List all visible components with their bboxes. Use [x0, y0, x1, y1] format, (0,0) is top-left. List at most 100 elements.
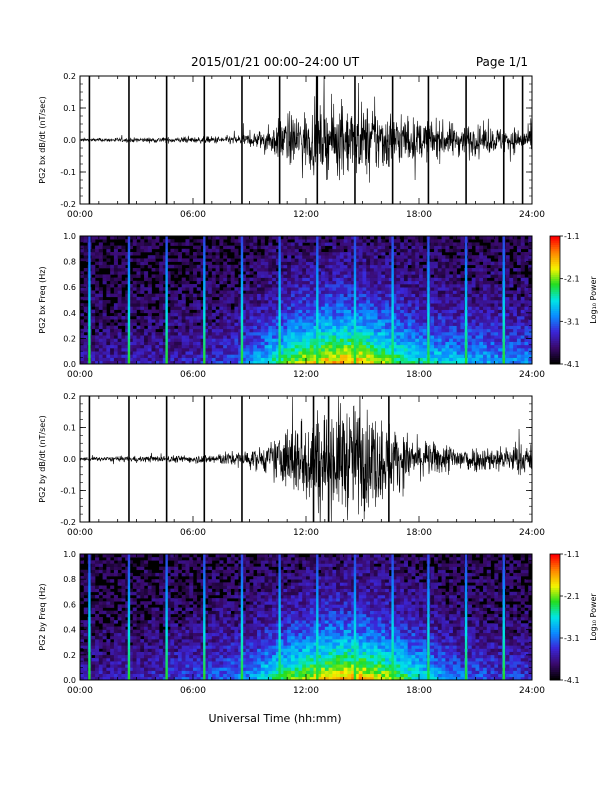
- spectrogram-cell: [302, 357, 307, 362]
- spectrogram-cell: [238, 239, 243, 243]
- spectrogram-cell: [516, 325, 521, 330]
- spectrogram-cell: [298, 303, 303, 307]
- spectrogram-cell: [528, 328, 533, 333]
- spectrogram-cell: [358, 319, 363, 323]
- spectrogram-cell: [351, 309, 356, 314]
- spectrogram-cell: [392, 261, 397, 266]
- spectrogram-spike: [165, 274, 168, 282]
- spectrogram-cell: [437, 255, 442, 259]
- spectrogram-cell: [121, 303, 126, 307]
- spectrogram-cell: [174, 258, 179, 262]
- spectrogram-cell: [494, 316, 499, 320]
- spectrogram-cell: [358, 293, 363, 298]
- spectrogram-cell: [298, 309, 303, 314]
- spectrogram-cell: [388, 293, 393, 298]
- spectrogram-cell: [257, 290, 262, 294]
- spectrogram-cell: [460, 306, 465, 310]
- spectrogram-cell: [302, 287, 307, 291]
- spectrogram-cell: [449, 309, 454, 314]
- spectrogram-cell: [245, 264, 250, 269]
- spectrogram-cell: [407, 280, 412, 285]
- spectrogram-cell: [211, 360, 216, 365]
- spectrogram-cell: [98, 332, 103, 336]
- spectrogram-cell: [483, 287, 488, 291]
- spectrogram-cell: [80, 296, 85, 301]
- spectrogram-cell: [358, 316, 363, 320]
- spectrogram-cell: [174, 351, 179, 355]
- spectrogram-cell: [219, 303, 224, 307]
- spectrogram-cell: [294, 271, 299, 275]
- spectrogram-cell: [106, 332, 111, 336]
- spectrogram-cell: [151, 293, 156, 298]
- spectrogram-cell: [339, 316, 344, 320]
- spectrogram-cell: [422, 303, 427, 307]
- spectrogram-cell: [298, 280, 303, 285]
- spectrogram-cell: [324, 290, 329, 294]
- colorbar-segment: [550, 340, 560, 344]
- spectrogram-cell: [385, 344, 390, 349]
- spectrogram-cell: [528, 332, 533, 336]
- spectrogram-cell: [343, 239, 348, 243]
- spectrogram-cell: [185, 284, 190, 288]
- spectrogram-cell: [362, 332, 367, 336]
- spectrogram-cell: [196, 306, 201, 310]
- spectrogram-cell: [298, 332, 303, 336]
- spectrogram-cell: [388, 348, 393, 352]
- spectrogram-cell: [498, 351, 503, 355]
- spectrogram-cell: [471, 341, 476, 346]
- spectrogram-cell: [339, 290, 344, 294]
- spectrogram-cell: [475, 248, 480, 253]
- spectrogram-cell: [403, 245, 408, 250]
- spectrogram-cell: [422, 290, 427, 294]
- spectrogram-cell: [400, 296, 405, 301]
- spectrogram-cell: [298, 277, 303, 282]
- spectrogram-cell: [513, 319, 518, 323]
- spectrogram-cell: [272, 335, 277, 339]
- spectrogram-cell: [268, 293, 273, 298]
- spectrogram-cell: [415, 293, 420, 298]
- x-tick-label: 06:00: [180, 210, 206, 220]
- spectrogram-cell: [294, 268, 299, 272]
- spectrogram-cell: [193, 271, 198, 275]
- spectrogram-cell: [486, 287, 491, 291]
- spectrogram-spike: [353, 274, 357, 282]
- spectrogram-spike: [464, 344, 468, 352]
- spectrogram-cell: [166, 341, 171, 346]
- spectrogram-cell: [241, 351, 247, 355]
- spectrogram-cell: [321, 328, 326, 333]
- spectrogram-cell: [234, 306, 239, 310]
- spectrogram-cell: [306, 277, 311, 282]
- spectrogram-cell: [159, 351, 164, 355]
- spectrogram-cell: [415, 360, 420, 365]
- spectrogram-cell: [400, 312, 405, 317]
- spectrogram-spike: [427, 344, 430, 352]
- spectrogram-cell: [479, 348, 484, 352]
- spectrogram-cell: [422, 306, 427, 310]
- spectrogram-cell: [230, 271, 235, 275]
- spectrogram-cell: [366, 268, 371, 272]
- spectrogram-cell: [419, 312, 424, 317]
- spectrogram-cell: [132, 332, 137, 336]
- colorbar-tick-label: -1.1: [564, 232, 580, 241]
- spectrogram-cell: [388, 274, 393, 278]
- spectrogram-cell: [91, 661, 96, 665]
- spectrogram-cell: [234, 264, 239, 269]
- spectrogram-cell: [490, 274, 495, 278]
- spectrogram-cell: [294, 309, 299, 314]
- spectrogram-cell: [339, 309, 344, 314]
- spectrogram-cell: [403, 360, 408, 365]
- spectrogram-cell: [185, 258, 190, 262]
- spectrogram-cell: [370, 332, 375, 336]
- spectrogram-cell: [166, 239, 171, 243]
- spectrogram-cell: [283, 284, 288, 288]
- spectrogram-cell: [358, 303, 363, 307]
- spectrogram-cell: [430, 357, 435, 362]
- spectrogram-cell: [449, 312, 454, 317]
- spectrogram-cell: [358, 344, 363, 349]
- spectrogram-cell: [83, 582, 88, 586]
- spectrogram-cell: [460, 245, 465, 250]
- spectrogram-cell: [306, 354, 311, 358]
- spectrogram-cell: [373, 261, 378, 266]
- spectrogram-cell: [230, 268, 235, 272]
- spectrogram-cell: [215, 312, 220, 317]
